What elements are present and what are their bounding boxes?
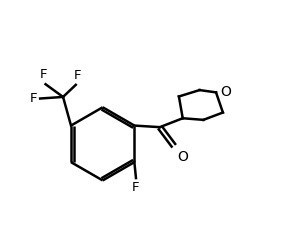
Text: F: F	[29, 92, 37, 105]
Text: F: F	[74, 69, 81, 82]
Text: F: F	[132, 181, 140, 194]
Text: O: O	[220, 85, 231, 99]
Text: O: O	[177, 150, 188, 164]
Text: F: F	[40, 68, 48, 81]
